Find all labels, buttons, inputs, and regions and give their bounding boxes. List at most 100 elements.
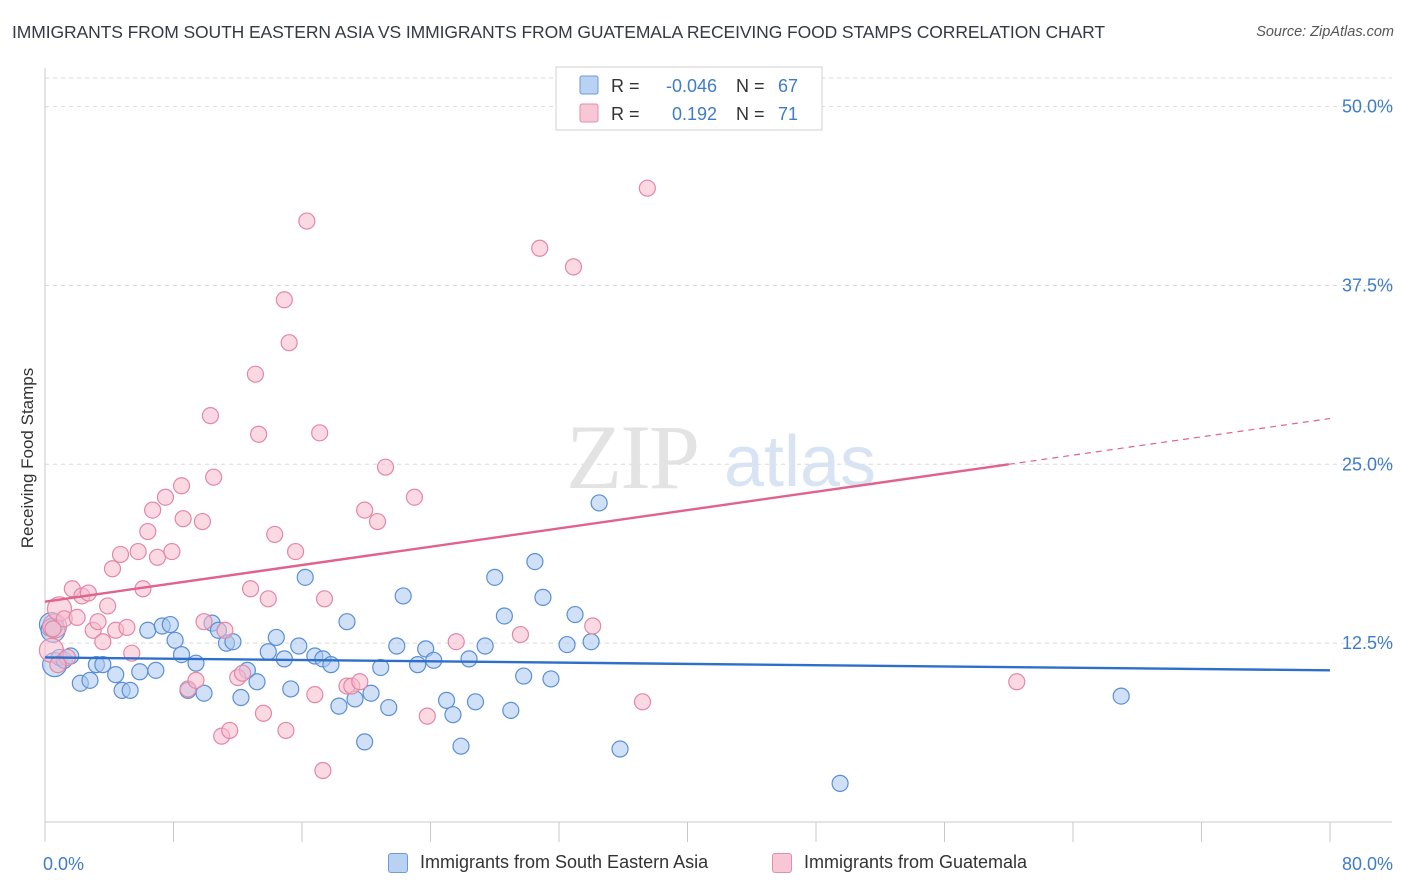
- stats-legend: R = -0.046 N = 67 R = 0.192 N = 71: [555, 66, 823, 131]
- y-tick-label-1: 25.0%: [1342, 454, 1393, 474]
- x-tick-label-min: 0.0%: [43, 854, 84, 874]
- guatemala-point-23: [156, 488, 175, 506]
- south-eastern-asia-point-40: [338, 613, 356, 631]
- south-eastern-asia-point-46: [388, 637, 406, 655]
- guatemala-point-51: [314, 761, 332, 780]
- y-tick-label-0: 12.5%: [1342, 633, 1393, 653]
- guatemala-point-45: [277, 721, 295, 740]
- south-eastern-asia-point-45: [380, 698, 398, 717]
- source-label: Source: ZipAtlas.com: [1256, 24, 1394, 40]
- south-eastern-asia-point-12: [121, 681, 139, 699]
- legend-r-value-blue: -0.046: [666, 76, 717, 96]
- south-eastern-asia-point-44: [372, 658, 390, 677]
- legend-n-value-pink: 71: [778, 104, 798, 124]
- legend-swatch-pink: [579, 103, 599, 123]
- legend-item-south-eastern-asia[interactable]: Immigrants from South Eastern Asia: [388, 852, 708, 873]
- guatemala-point-16: [118, 618, 136, 637]
- south-eastern-asia-point-30: [259, 643, 277, 661]
- south-eastern-asia-point-59: [502, 701, 520, 720]
- trend-line-south-eastern-asia: [44, 656, 1331, 672]
- legend-r-value-pink: 0.192: [672, 104, 717, 124]
- guatemala-point-56: [356, 501, 374, 519]
- guatemala-point-35: [221, 721, 239, 740]
- south-eastern-asia-point-56: [476, 637, 494, 655]
- south-eastern-asia-point-9: [94, 656, 112, 674]
- guatemala-point-31: [201, 407, 220, 425]
- south-eastern-asia-point-69: [831, 774, 849, 792]
- axes: [44, 68, 1392, 842]
- south-eastern-asia-point-52: [444, 706, 462, 724]
- guatemala-point-13: [103, 560, 122, 578]
- south-eastern-asia-point-53: [452, 737, 470, 755]
- south-eastern-asia-point-66: [582, 633, 600, 651]
- south-eastern-asia-point-62: [534, 588, 552, 606]
- guatemala-point-42: [259, 590, 277, 608]
- guatemala-point-37: [233, 664, 252, 682]
- guatemala-point-34: [216, 621, 234, 639]
- south-eastern-asia-point-18: [166, 631, 184, 649]
- trend-line-guatemala-extension: [1008, 417, 1331, 465]
- watermark-atlas: atlas: [724, 422, 876, 502]
- south-eastern-asia-point-65: [566, 605, 584, 624]
- guatemala-point-66: [633, 693, 652, 711]
- guatemala-point-63: [531, 239, 549, 257]
- guatemala-point-30: [195, 613, 213, 631]
- y-tick-label-3: 50.0%: [1342, 97, 1393, 117]
- legend-label-guatemala: Immigrants from Guatemala: [804, 852, 1028, 872]
- south-eastern-asia-point-17: [161, 615, 179, 634]
- south-eastern-asia-point-34: [290, 637, 308, 655]
- south-eastern-asia-point-38: [322, 656, 340, 674]
- south-eastern-asia-point-31: [267, 628, 285, 647]
- guatemala-point-39: [246, 365, 265, 383]
- watermark: ZIP atlas: [566, 406, 876, 508]
- stats-legend-box: [555, 66, 823, 131]
- guatemala-point-67: [638, 179, 656, 197]
- south-eastern-asia-point-43: [362, 684, 380, 702]
- south-eastern-asia-point-39: [330, 697, 348, 715]
- legend-n-value-blue: 67: [778, 76, 798, 96]
- legend-swatch-blue: [579, 75, 599, 95]
- guatemala-point-40: [250, 425, 268, 443]
- south-eastern-asia-point-27: [232, 688, 250, 707]
- trend-lines: [44, 417, 1331, 672]
- guatemala-point-43: [266, 525, 284, 544]
- watermark-zip: ZIP: [566, 406, 698, 508]
- guatemala-point-50: [311, 424, 329, 442]
- guatemala-point-62: [511, 625, 530, 644]
- guatemala-point-28: [187, 671, 205, 689]
- guatemala-point-15: [111, 545, 130, 564]
- guatemala-point-32: [205, 468, 223, 486]
- south-eastern-asia-point-51: [437, 691, 456, 709]
- guatemala-point-69: [44, 620, 62, 638]
- y-axis-label: Receiving Food Stamps: [18, 368, 37, 548]
- legend-label-south-eastern-asia: Immigrants from South Eastern Asia: [420, 852, 709, 872]
- legend-n-label-blue: N =: [736, 76, 765, 96]
- guatemala-point-44: [275, 291, 293, 309]
- guatemala-point-59: [405, 488, 424, 506]
- series-legend: Immigrants from South Eastern Asia Immig…: [0, 852, 1406, 878]
- south-eastern-asia-point-33: [282, 680, 300, 698]
- guatemala-point-57: [368, 512, 387, 531]
- guatemala-point-55: [351, 673, 369, 691]
- south-eastern-asia-point-61: [526, 552, 544, 571]
- south-eastern-asia-point-29: [248, 673, 266, 691]
- tick-labels: 12.5% 25.0% 37.5% 50.0% 0.0% 80.0%: [43, 97, 1393, 874]
- guatemala-point-60: [418, 707, 436, 725]
- legend-item-guatemala[interactable]: Immigrants from Guatemala: [772, 852, 1027, 873]
- guatemala-point-49: [306, 686, 324, 704]
- guatemala-point-6: [68, 608, 86, 627]
- guatemala-point-46: [280, 334, 298, 352]
- guatemala-point-8: [79, 584, 97, 602]
- south-eastern-asia-point-10: [107, 666, 125, 684]
- chart-title: IMMIGRANTS FROM SOUTH EASTERN ASIA VS IM…: [12, 22, 1105, 42]
- guatemala-point-29: [193, 512, 212, 531]
- south-eastern-asia-point-70: [1112, 687, 1130, 705]
- south-eastern-asia-point-35: [296, 568, 314, 586]
- south-eastern-asia-point-68: [611, 740, 629, 758]
- guatemala-point-11: [94, 633, 112, 651]
- south-eastern-asia-point-55: [466, 693, 485, 711]
- legend-n-label-pink: N =: [736, 104, 765, 124]
- south-eastern-asia-point-15: [147, 661, 165, 679]
- guatemala-point-12: [99, 597, 117, 615]
